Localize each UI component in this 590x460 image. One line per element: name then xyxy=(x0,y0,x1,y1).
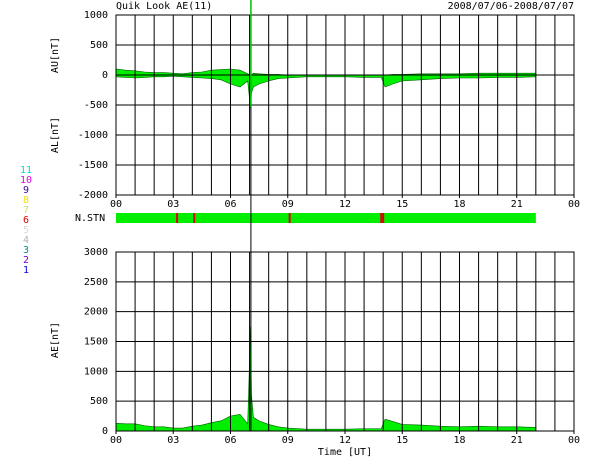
station-legend-label: 1 xyxy=(23,265,29,276)
station-legend-label: 3 xyxy=(23,245,29,256)
y-tick-label: 0 xyxy=(102,426,108,437)
y-axis-label: AL[nT] xyxy=(50,117,61,153)
x-tick-label: 09 xyxy=(282,199,294,210)
date-range: 2008/07/06-2008/07/07 xyxy=(448,1,574,12)
x-tick-label: 00 xyxy=(110,199,122,210)
x-tick-label: 12 xyxy=(339,435,351,446)
chart-title: Quik Look AE(11) xyxy=(116,1,212,12)
y-tick-label: 3000 xyxy=(84,247,108,258)
y-tick-label: 1500 xyxy=(84,337,108,348)
y-tick-label: 1000 xyxy=(84,10,108,21)
x-tick-label: 18 xyxy=(453,199,465,210)
station-legend-label: 4 xyxy=(23,235,29,246)
station-mark xyxy=(382,213,385,223)
station-legend-label: 6 xyxy=(23,215,29,226)
x-tick-label: 21 xyxy=(511,199,523,210)
x-tick-label: 06 xyxy=(224,435,236,446)
y-tick-label: 2000 xyxy=(84,307,108,318)
y-tick-label: -2000 xyxy=(78,190,108,201)
x-axis-label: Time [UT] xyxy=(318,447,372,458)
y-tick-label: 2500 xyxy=(84,277,108,288)
y-axis-label: AE[nT] xyxy=(50,322,61,358)
station-mark xyxy=(176,213,179,223)
x-tick-label: 03 xyxy=(167,435,179,446)
y-tick-label: 1000 xyxy=(84,366,108,377)
area xyxy=(115,68,537,76)
station-legend-label: 11 xyxy=(20,165,32,176)
y-tick-label: 0 xyxy=(102,70,108,81)
x-tick-label: 18 xyxy=(453,435,465,446)
station-mark xyxy=(193,213,196,223)
x-tick-label: 00 xyxy=(568,199,580,210)
y-tick-label: -1000 xyxy=(78,130,108,141)
station-legend-label: 5 xyxy=(23,225,29,236)
area xyxy=(115,326,537,432)
station-mark xyxy=(380,213,383,223)
station-legend-label: 10 xyxy=(20,175,32,186)
y-tick-label: -1500 xyxy=(78,160,108,171)
x-tick-label: 00 xyxy=(568,435,580,446)
y-tick-label: -500 xyxy=(84,100,108,111)
x-tick-label: 00 xyxy=(110,435,122,446)
y-tick-label: 500 xyxy=(90,396,108,407)
station-legend-label: 2 xyxy=(23,255,29,266)
y-tick-label: 500 xyxy=(90,40,108,51)
x-tick-label: 15 xyxy=(396,199,408,210)
area xyxy=(115,74,537,109)
station-label: N.STN xyxy=(75,213,105,224)
x-tick-label: 03 xyxy=(167,199,179,210)
x-tick-label: 09 xyxy=(282,435,294,446)
station-legend-label: 8 xyxy=(23,195,29,206)
plot-frame xyxy=(115,251,575,432)
station-mark xyxy=(288,213,291,223)
station-legend-label: 9 xyxy=(23,185,29,196)
x-tick-label: 12 xyxy=(339,199,351,210)
plot-frame xyxy=(115,14,575,196)
x-tick-label: 06 xyxy=(224,199,236,210)
x-tick-label: 15 xyxy=(396,435,408,446)
y-axis-label: AU[nT] xyxy=(50,37,61,73)
station-bar xyxy=(116,213,536,223)
station-legend-label: 7 xyxy=(23,205,29,216)
x-tick-label: 21 xyxy=(511,435,523,446)
